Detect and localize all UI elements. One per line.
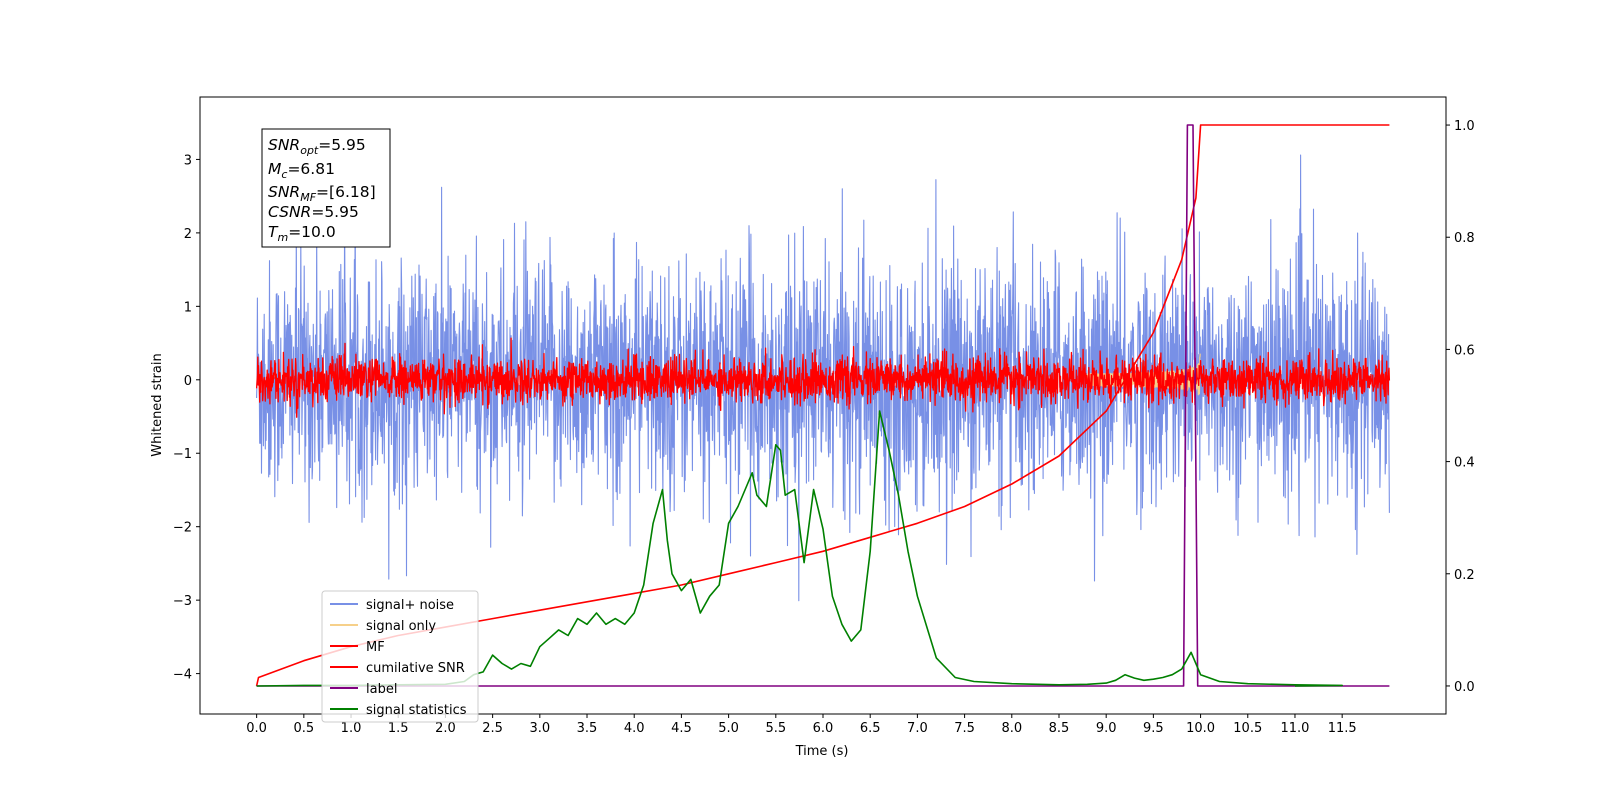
x-tick-label: 6.5 — [860, 721, 881, 736]
annotation-csnr: CSNR=5.95 — [268, 203, 359, 221]
y-tick-label: −4 — [173, 668, 192, 683]
y2-tick-label: 0.6 — [1454, 343, 1475, 358]
x-tick-label: 7.5 — [954, 721, 975, 736]
x-tick-label: 5.0 — [718, 721, 739, 736]
x-tick-label: 0.0 — [246, 721, 267, 736]
x-tick-label: 2.5 — [482, 721, 503, 736]
x-axis-ticks: 0.0 0.5 1.0 1.5 2.0 2.5 3.0 3.5 4.0 4.5 5.0 5.5 6.0 6… — [246, 714, 1357, 736]
series-signal-noise — [256, 154, 1390, 602]
y-tick-label: 2 — [184, 227, 192, 242]
x-tick-label: 5.5 — [765, 721, 786, 736]
y-tick-label: −2 — [173, 521, 192, 536]
y-axis-label: Whitened strain — [150, 353, 165, 456]
y2-axis-ticks: 1.0 0.8 0.6 0.4 0.2 0.0 — [1446, 119, 1475, 695]
x-axis-label: Time (s) — [795, 744, 849, 759]
x-tick-label: 4.5 — [671, 721, 692, 736]
series-label — [256, 124, 1390, 687]
legend-label-signal-only: signal only — [366, 619, 436, 634]
legend: signal+ noise signal only MF cumilative … — [321, 590, 479, 723]
legend-label-label: label — [366, 682, 397, 697]
x-tick-label: 9.0 — [1096, 721, 1117, 736]
legend-label-mf: MF — [366, 640, 385, 655]
y-tick-label: 3 — [184, 153, 192, 168]
x-tick-label: 11.0 — [1280, 721, 1309, 736]
x-tick-label: 0.5 — [293, 721, 314, 736]
x-tick-label: 1.0 — [341, 721, 362, 736]
x-tick-label: 6.0 — [813, 721, 834, 736]
x-tick-label: 8.0 — [1001, 721, 1022, 736]
y2-tick-label: 0.4 — [1454, 456, 1475, 471]
y2-tick-label: 0.0 — [1454, 680, 1475, 695]
legend-label-cumulative-snr: cumilative SNR — [366, 661, 465, 676]
x-tick-label: 2.0 — [435, 721, 456, 736]
x-tick-label: 11.5 — [1328, 721, 1357, 736]
x-tick-label: 8.5 — [1049, 721, 1070, 736]
annotation-box: SNRopt=5.95 Mc=6.81 SNRMF=[6.18] CSNR=5.… — [261, 128, 391, 248]
y-tick-label: 0 — [184, 374, 192, 389]
x-tick-label: 1.5 — [388, 721, 409, 736]
y2-tick-label: 0.8 — [1454, 231, 1475, 246]
series-mf — [255, 337, 1391, 418]
x-tick-label: 9.5 — [1143, 721, 1164, 736]
x-tick-label: 3.5 — [577, 721, 598, 736]
annotation-tm: Tm=10.0 — [268, 223, 336, 244]
y2-tick-label: 0.2 — [1454, 568, 1475, 583]
annotation-snr-mf: SNRMF=[6.18] — [268, 183, 376, 204]
y-tick-label: 1 — [184, 300, 192, 315]
y-tick-label: −1 — [173, 447, 192, 462]
y-tick-label: −3 — [173, 594, 192, 609]
x-tick-label: 7.0 — [907, 721, 928, 736]
series-signal-statistics — [256, 410, 1343, 687]
annotation-mc: Mc=6.81 — [268, 160, 335, 181]
y-axis-ticks: 3 2 1 0 −1 −2 −3 −4 — [173, 153, 200, 683]
y2-tick-label: 1.0 — [1454, 119, 1475, 134]
x-tick-label: 3.0 — [529, 721, 550, 736]
legend-label-signal-noise: signal+ noise — [366, 598, 454, 613]
annotation-snr-opt: SNRopt=5.95 — [268, 136, 366, 157]
x-tick-label: 10.0 — [1186, 721, 1215, 736]
legend-label-signal-statistics: signal statistics — [366, 703, 467, 718]
x-tick-label: 10.5 — [1233, 721, 1262, 736]
x-tick-label: 4.0 — [624, 721, 645, 736]
